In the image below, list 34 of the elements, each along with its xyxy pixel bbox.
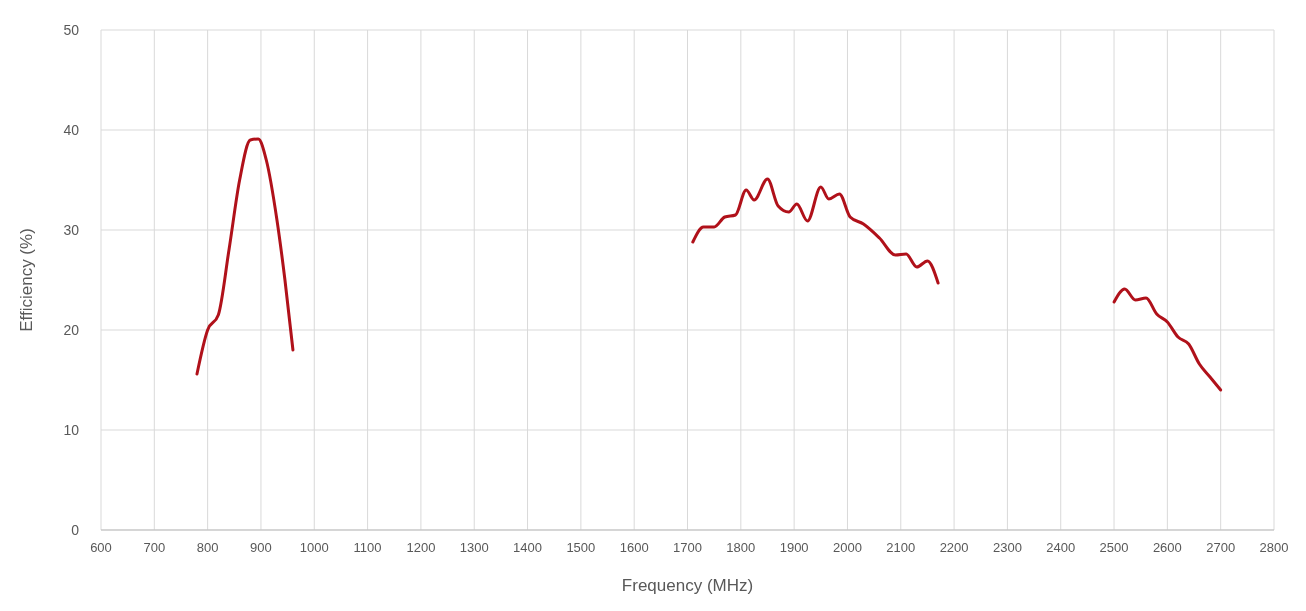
x-tick-label: 2700 bbox=[1206, 540, 1236, 555]
x-tick-label: 1100 bbox=[353, 540, 382, 555]
x-tick-label: 1000 bbox=[299, 540, 329, 555]
y-tick-label: 20 bbox=[63, 322, 80, 338]
x-tick-label: 1400 bbox=[513, 540, 543, 555]
y-tick-label: 10 bbox=[63, 422, 80, 438]
x-tick-label: 2000 bbox=[832, 540, 862, 555]
line-series bbox=[195, 137, 295, 376]
x-tick-label: 2100 bbox=[886, 540, 916, 555]
y-tick-label: 50 bbox=[63, 22, 80, 38]
x-tick-label: 1200 bbox=[406, 540, 436, 555]
x-tick-label: 700 bbox=[143, 540, 166, 555]
x-tick-label: 1900 bbox=[779, 540, 809, 555]
y-tick-label: 0 bbox=[71, 522, 80, 538]
x-tick-label: 1600 bbox=[619, 540, 649, 555]
x-tick-label: 1800 bbox=[726, 540, 756, 555]
x-tick-label: 1500 bbox=[566, 540, 596, 555]
x-tick-label: 2300 bbox=[992, 540, 1022, 555]
y-tick-label: 30 bbox=[63, 222, 80, 238]
x-tick-label: 1700 bbox=[673, 540, 702, 555]
x-tick-label: 800 bbox=[196, 540, 219, 555]
x-tick-label: 2400 bbox=[1046, 540, 1076, 555]
x-tick-label: 2600 bbox=[1152, 540, 1182, 555]
x-tick-label: 900 bbox=[250, 540, 272, 555]
x-tick-label: 2200 bbox=[939, 540, 969, 555]
x-tick-label: 2500 bbox=[1099, 540, 1129, 555]
x-tick-label: 1300 bbox=[459, 540, 489, 555]
y-axis-title: Efficiency (%) bbox=[17, 228, 36, 332]
x-axis-title: Frequency (MHz) bbox=[621, 576, 754, 595]
x-tick-label: 600 bbox=[90, 540, 112, 555]
y-tick-label: 40 bbox=[63, 122, 80, 138]
line-series bbox=[1112, 287, 1223, 392]
line-series bbox=[691, 177, 940, 285]
x-tick-label: 2800 bbox=[1259, 540, 1289, 555]
